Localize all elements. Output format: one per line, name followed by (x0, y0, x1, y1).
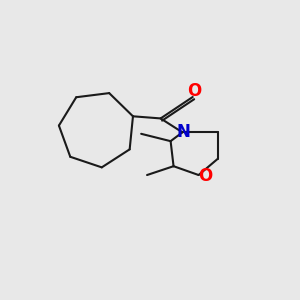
Text: O: O (187, 82, 201, 100)
Text: N: N (176, 123, 190, 141)
Text: O: O (198, 167, 212, 185)
